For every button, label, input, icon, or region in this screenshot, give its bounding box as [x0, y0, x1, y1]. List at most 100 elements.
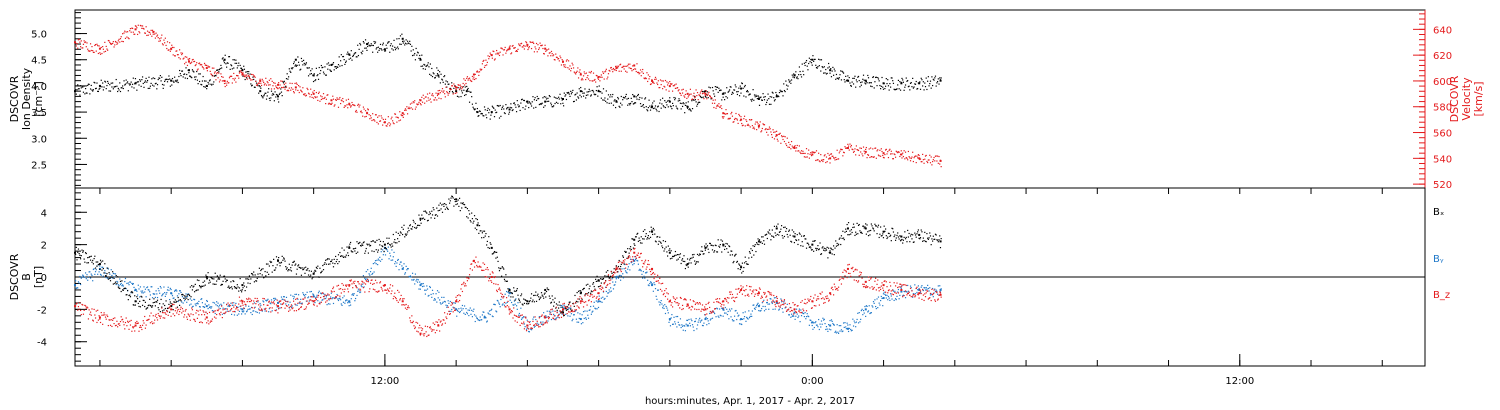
b-series-1-sample [739, 319, 741, 321]
b-series-0-sample [179, 304, 181, 306]
density-series-sample [855, 86, 857, 88]
b-series-1-sample [554, 315, 556, 317]
b-series-0-sample [278, 256, 280, 259]
b-series-0-sample [269, 260, 271, 262]
velocity-series-sample [743, 115, 746, 117]
b-series-0-sample [560, 312, 562, 314]
b-series-0-sample [388, 237, 390, 239]
density-series-sample [395, 47, 397, 49]
density-series-sample [691, 108, 694, 110]
density-series-sample [697, 102, 699, 104]
b-series-1-sample [387, 250, 389, 252]
density-series-sample [598, 85, 600, 87]
b-series-1-sample [179, 290, 181, 292]
velocity-series-sample [786, 137, 788, 139]
density-series-sample [692, 99, 694, 101]
b-series-0-sample [191, 284, 193, 287]
b-series-1-sample [759, 310, 761, 312]
velocity-series-sample [688, 94, 690, 97]
b-series-0-sample [315, 266, 317, 268]
b-series-1-sample [514, 303, 516, 305]
velocity-series-sample [297, 85, 300, 87]
b-series-1-sample [640, 270, 642, 272]
b-series-1-sample [144, 288, 147, 290]
b-series-0-sample [577, 301, 579, 303]
b-series-1-sample [689, 325, 692, 327]
velocity-series-sample [390, 118, 392, 120]
velocity-series-point [187, 60, 190, 63]
velocity-series-sample [146, 30, 149, 32]
b-series-1-sample [649, 281, 652, 283]
density-series-sample [822, 66, 824, 69]
b-series-1-sample [845, 326, 847, 328]
b-series-1-sample [611, 278, 613, 280]
b-series-1-sample [401, 265, 403, 267]
velocity-series-sample [194, 64, 196, 67]
b-series-1-sample [598, 295, 600, 297]
b-series-0-sample [683, 255, 685, 257]
velocity-series-sample [140, 25, 142, 27]
velocity-series-sample [141, 27, 143, 29]
b-series-1-sample [637, 263, 639, 265]
b-series-0-sample [514, 299, 516, 301]
density-series-sample [211, 84, 213, 86]
density-series-sample [280, 91, 283, 93]
velocity-series-sample [126, 36, 128, 38]
b-series-0-sample [444, 202, 446, 205]
density-series-sample [264, 92, 266, 94]
b-series-1-sample [633, 263, 635, 265]
velocity-series-sample [793, 146, 795, 148]
density-series-sample [278, 93, 280, 95]
velocity-series-sample [526, 45, 528, 47]
b-series-0-sample [255, 280, 258, 282]
velocity-series-sample [780, 135, 783, 137]
velocity-series-sample [533, 42, 535, 45]
density-series-sample [535, 99, 538, 101]
density-series-sample [342, 55, 345, 58]
b-series-0-sample [633, 243, 635, 245]
density-series-sample [524, 108, 526, 110]
b-series-1-sample [386, 249, 388, 251]
density-series-sample [562, 105, 565, 107]
density-series-sample [726, 97, 729, 99]
velocity-series-sample [91, 46, 93, 48]
b-series-1-sample [867, 311, 869, 313]
velocity-series-sample [331, 102, 333, 104]
b-series-0-sample [498, 270, 501, 272]
b-series-1-sample [387, 246, 389, 248]
density-series-sample [129, 83, 132, 85]
velocity-tick-label: 600 [1433, 77, 1452, 88]
b-series-1-sample [678, 324, 680, 326]
b-series-1-sample [818, 318, 820, 321]
velocity-series-sample [347, 98, 350, 100]
density-series-sample [394, 49, 397, 51]
density-series-sample [109, 90, 112, 92]
density-series-sample [698, 101, 700, 103]
b-series-1-sample [880, 295, 882, 298]
velocity-series-point [615, 67, 618, 70]
b-series-0-sample [671, 257, 673, 259]
b-series-1-sample [362, 275, 365, 277]
b-series-0-sample [423, 210, 425, 212]
b-series-1-sample [461, 304, 464, 307]
b-series-1-sample [330, 292, 332, 294]
b-series-1-sample [675, 315, 677, 318]
b-series-0-sample [168, 303, 170, 306]
b-series-1-sample [232, 304, 234, 306]
velocity-series-sample [406, 106, 408, 108]
b-series-0-sample [795, 239, 797, 241]
density-series-sample [880, 85, 882, 87]
density-series-sample [788, 79, 790, 81]
b-series-1-sample [601, 301, 603, 303]
b-series-1-sample [313, 296, 315, 298]
b-series-0-sample [584, 294, 586, 296]
b-series-1-sample [390, 259, 392, 261]
b-series-1-sample [520, 307, 522, 309]
b-series-1-sample [199, 306, 201, 308]
b-series-1-sample [509, 299, 511, 301]
velocity-series-sample [524, 45, 526, 47]
b-series-1-sample [872, 306, 874, 308]
velocity-series-sample [202, 66, 204, 69]
b-series-0-sample [114, 281, 117, 283]
b-series-0-sample [260, 268, 263, 270]
